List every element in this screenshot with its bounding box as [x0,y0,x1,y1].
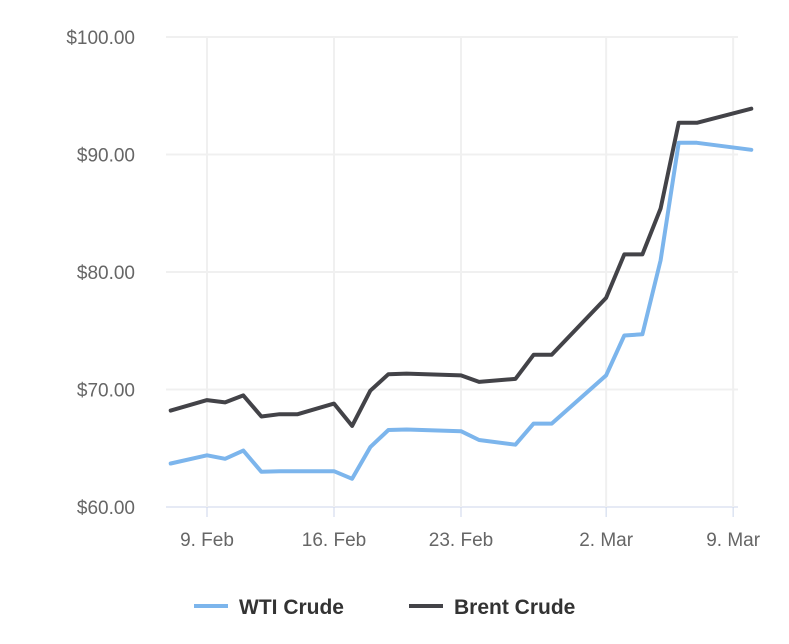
y-tick-label: $90.00 [77,146,135,167]
y-tick-label: $100.00 [66,28,135,49]
grid [166,36,738,508]
x-tick-label: 9. Feb [180,530,234,551]
x-tick-label: 16. Feb [302,530,366,551]
y-axis: $60.00 $70.00 $80.00 $90.00 $100.00 [66,28,135,519]
legend-item[interactable]: Brent Crude [409,596,575,619]
y-tick-label: $70.00 [77,381,135,402]
y-tick-label: $80.00 [77,263,135,284]
x-tick-label: 9. Mar [706,530,761,551]
legend-label: WTI Crude [239,596,344,619]
legend: WTI Crude Brent Crude [194,596,575,619]
legend-item[interactable]: WTI Crude [194,596,344,619]
y-tick-label: $60.00 [77,498,135,519]
series-line-brent-crude[interactable] [168,106,754,428]
legend-label: Brent Crude [454,596,575,619]
x-tick-label: 23. Feb [429,530,493,551]
x-tick-label: 2. Mar [579,530,634,551]
series-line-wti-crude[interactable] [168,140,754,481]
series-lines [168,106,754,481]
x-axis: 9. Feb 16. Feb 23. Feb 2. Mar 9. Mar [180,507,761,551]
